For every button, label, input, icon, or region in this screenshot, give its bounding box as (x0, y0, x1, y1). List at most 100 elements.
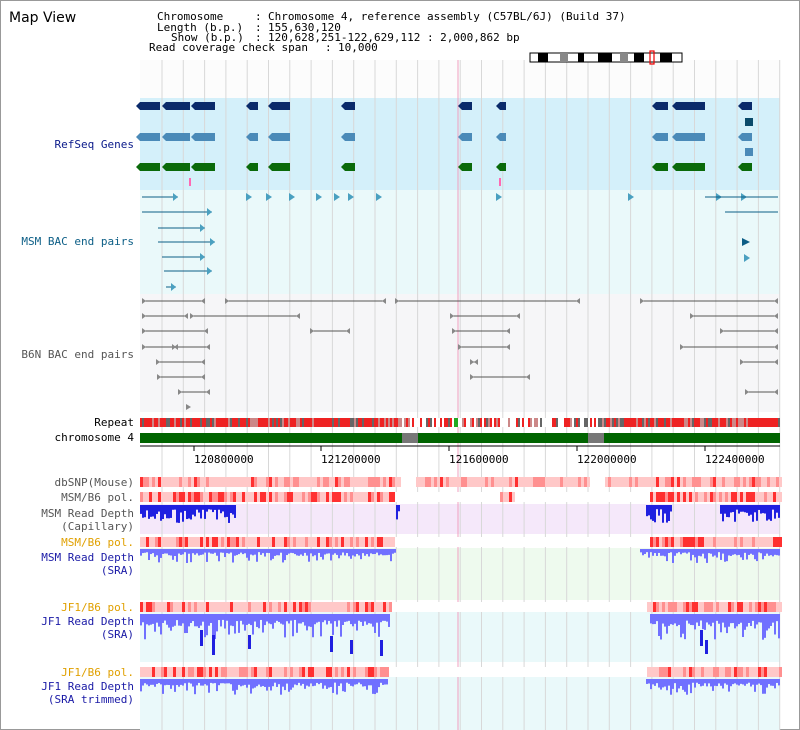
pol-cell (449, 537, 452, 547)
pol-cell (779, 477, 782, 487)
depth-bar (352, 679, 354, 687)
pol-cell (677, 537, 680, 547)
pol-cell (212, 667, 215, 677)
pol-cell (320, 602, 323, 612)
pol-cell (602, 602, 605, 612)
pol-cell (563, 537, 566, 547)
pol-cell (314, 492, 317, 502)
depth-bar (340, 614, 342, 637)
depth-bar (320, 614, 322, 637)
repeat-segment (704, 418, 706, 427)
pol-cell (176, 477, 179, 487)
pol-cell (440, 477, 443, 487)
depth-bar (206, 549, 208, 562)
pol-cell (623, 492, 626, 502)
pol-cell (230, 667, 233, 677)
track-label-msm-pol-1: MSM/B6 pol. (61, 491, 134, 504)
pol-cell (158, 537, 161, 547)
pol-cell (335, 602, 338, 612)
depth-bar (724, 549, 726, 562)
depth-bar (354, 679, 356, 685)
repeat-segment (698, 418, 700, 427)
pol-cell (644, 537, 647, 547)
length-label: Length (b.p.) (157, 21, 244, 34)
pol-cell (437, 602, 440, 612)
pol-cell (215, 477, 218, 487)
depth-bar (152, 679, 154, 685)
gene-arrow (496, 133, 500, 141)
pol-cell (719, 492, 722, 502)
pol-cell (767, 602, 770, 612)
pol-cell (638, 667, 641, 677)
pol-cell (503, 477, 506, 487)
repeat-segment (538, 418, 540, 427)
repeat-segment (174, 418, 176, 427)
depth-bar (332, 549, 334, 555)
pol-cell (167, 602, 170, 612)
pol-cell (776, 602, 779, 612)
pol-cell (476, 667, 479, 677)
pol-cell (206, 602, 209, 612)
repeat-segment (578, 418, 580, 427)
pol-cell (701, 667, 704, 677)
repeat-segment (246, 418, 248, 427)
depth-bar (278, 614, 280, 622)
depth-bar (192, 614, 194, 622)
pol-cell (377, 602, 380, 612)
bac-end (184, 313, 188, 319)
repeat-segment (454, 418, 456, 427)
pol-cell (467, 492, 470, 502)
pol-cell (191, 667, 194, 677)
depth-bar (168, 614, 170, 628)
pol-cell (659, 492, 662, 502)
pol-cell (392, 477, 395, 487)
depth-bar (764, 505, 766, 514)
depth-bar (274, 679, 276, 683)
pol-cell (248, 537, 251, 547)
pol-cell (356, 492, 359, 502)
pol-cell (395, 602, 398, 612)
depth-bar (182, 679, 184, 686)
pol-cell (554, 667, 557, 677)
pol-cell (728, 477, 731, 487)
pol-cell (419, 537, 422, 547)
depth-bar (150, 505, 152, 517)
depth-bar (666, 614, 668, 634)
pol-cell (152, 537, 155, 547)
repeat-segment (430, 418, 432, 427)
depth-bar (178, 679, 180, 687)
depth-bar (384, 614, 386, 621)
gene-arrow (738, 133, 742, 141)
pol-cell (263, 477, 266, 487)
pol-cell (596, 667, 599, 677)
pol-cell (542, 492, 545, 502)
depth-bar (664, 614, 666, 627)
bac-end (640, 298, 644, 304)
pol-cell (770, 492, 773, 502)
pol-cell (476, 492, 479, 502)
bac-end (190, 313, 194, 319)
depth-bar (304, 679, 306, 689)
depth-bar (224, 614, 226, 629)
repeat-segment (772, 418, 774, 427)
pol-cell (698, 537, 701, 547)
depth-bar (260, 549, 262, 555)
pol-cell (617, 537, 620, 547)
pol-cell (425, 602, 428, 612)
depth-bar (176, 505, 178, 523)
repeat-segment (324, 418, 326, 427)
depth-bar (248, 614, 250, 624)
repeat-segment (706, 418, 708, 427)
depth-bar (732, 679, 734, 685)
pol-cell (707, 492, 710, 502)
depth-bar (154, 679, 156, 687)
repeat-segment (622, 418, 624, 427)
repeat-segment (660, 418, 662, 427)
pol-cell (332, 477, 335, 487)
depth-bar (692, 549, 694, 555)
depth-bar (348, 614, 350, 621)
repeat-segment (774, 418, 776, 427)
pol-cell (557, 477, 560, 487)
pol-cell (443, 492, 446, 502)
